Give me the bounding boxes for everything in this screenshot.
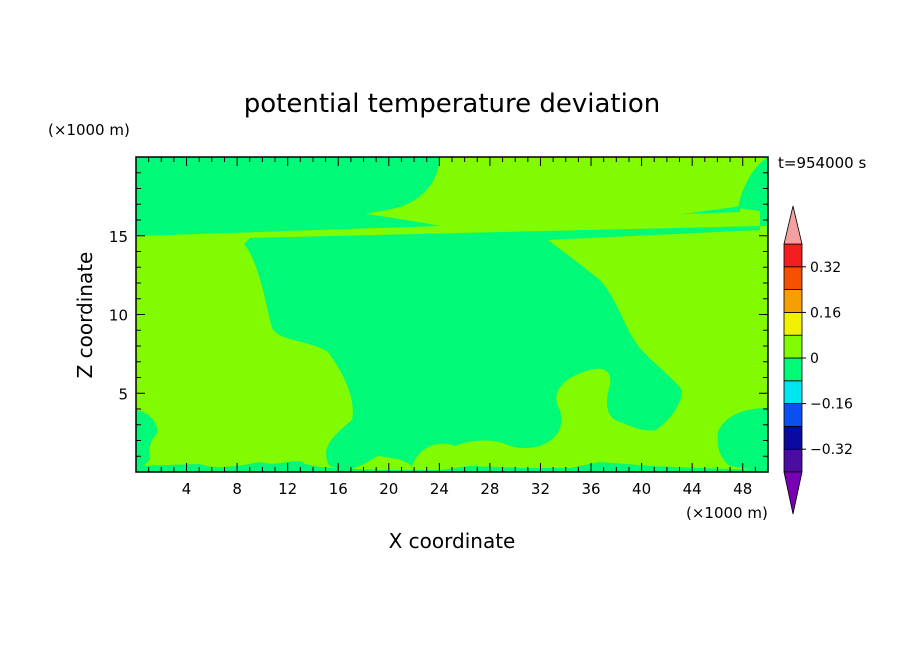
colorbar-segment — [783, 380, 803, 404]
contour-region-upper — [136, 157, 768, 236]
x-tick-labels: 4 8 12 16 20 24 28 32 36 40 44 48 — [182, 480, 752, 498]
chart-title: potential temperature deviation — [244, 89, 660, 119]
contour-region-bottom-strip — [136, 461, 768, 472]
colorbar-label: 0.16 — [810, 305, 841, 321]
x-tick-label: 40 — [632, 480, 651, 498]
colorbar-label: 0.32 — [810, 260, 841, 276]
x-tick-label: 28 — [480, 480, 499, 498]
y-tick-label: 5 — [118, 385, 128, 403]
y-tick-labels: 5 10 15 — [109, 228, 128, 404]
colorbar-label: −0.32 — [810, 442, 853, 458]
x-tick-label: 24 — [430, 480, 449, 498]
x-tick-label: 36 — [581, 480, 600, 498]
x-tick-label: 20 — [379, 480, 398, 498]
x-tick-label: 32 — [531, 480, 550, 498]
colorbar-under-arrow — [783, 471, 803, 515]
colorbar-label: −0.16 — [810, 397, 853, 413]
contour-region-left-bottom — [136, 410, 158, 472]
colorbar-over-arrow — [783, 205, 803, 245]
y-axis-label: Z coordinate — [73, 252, 97, 379]
contour-region-right-bottom — [717, 408, 768, 472]
colorbar-segment — [783, 357, 803, 382]
colorbar-segment — [783, 334, 803, 359]
colorbar-segment — [783, 448, 803, 473]
y-unit-label: (×1000 m) — [48, 121, 130, 139]
contour-region-upper-right — [738, 157, 768, 212]
colorbar-label: 0 — [810, 351, 819, 367]
contour-region-middle — [244, 226, 760, 470]
x-tick-label: 4 — [182, 480, 192, 498]
colorbar-segment — [783, 266, 803, 290]
y-tick-label: 15 — [109, 228, 128, 246]
contour-field — [136, 157, 768, 472]
axis-ticks — [136, 157, 768, 472]
colorbar: 0.32 0.16 0 −0.16 −0.32 — [783, 205, 853, 515]
colorbar-segment — [783, 403, 803, 427]
colorbar-segment — [783, 311, 803, 336]
colorbar-segment — [783, 243, 803, 268]
x-tick-label: 48 — [733, 480, 752, 498]
x-tick-label: 8 — [232, 480, 242, 498]
x-tick-label: 16 — [329, 480, 348, 498]
colorbar-segment — [783, 289, 803, 313]
colorbar-segment — [783, 425, 803, 450]
x-tick-label: 44 — [683, 480, 702, 498]
x-tick-label: 12 — [278, 480, 297, 498]
x-axis-label: X coordinate — [389, 529, 516, 553]
x-unit-label: (×1000 m) — [686, 504, 768, 522]
y-tick-label: 10 — [109, 307, 128, 325]
time-label: t=954000 s — [778, 154, 866, 172]
